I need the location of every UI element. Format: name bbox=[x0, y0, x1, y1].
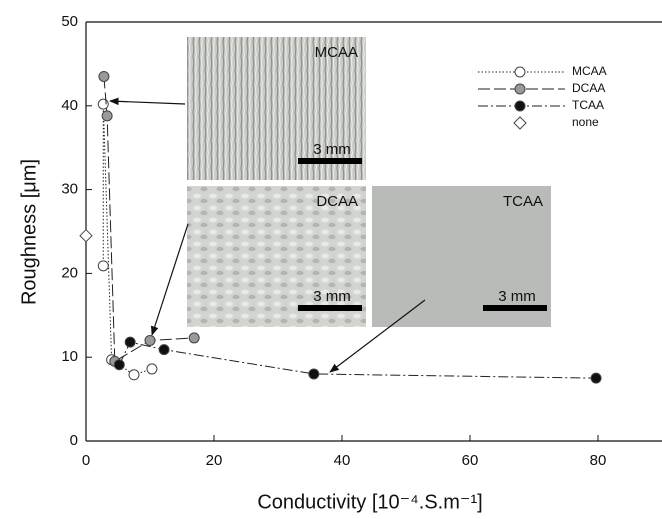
marker bbox=[188, 332, 200, 344]
x-tick-label: 60 bbox=[462, 452, 479, 469]
marker bbox=[98, 70, 110, 82]
legend-marker bbox=[513, 116, 527, 130]
x-axis-label: Conductivity [10⁻⁴.S.m⁻¹] bbox=[257, 491, 482, 513]
marker bbox=[124, 336, 136, 348]
y-axis-label: Roughness [μm] bbox=[18, 159, 40, 305]
y-tick-label: 40 bbox=[61, 97, 78, 114]
scale-bar bbox=[483, 305, 547, 311]
y-tick-label: 10 bbox=[61, 348, 78, 365]
x-tick-label: 80 bbox=[590, 452, 607, 469]
y-tick-label: 50 bbox=[61, 13, 78, 30]
scale-label: 3 mm bbox=[313, 288, 351, 305]
legend-marker bbox=[514, 100, 526, 112]
marker bbox=[146, 363, 158, 375]
scale-label: 3 mm bbox=[313, 141, 351, 158]
x-tick-label: 0 bbox=[82, 452, 90, 469]
trend-line bbox=[103, 76, 195, 363]
marker bbox=[308, 368, 320, 380]
legend-label: none bbox=[572, 115, 599, 129]
legend-label: TCAA bbox=[572, 98, 604, 112]
y-tick-label: 0 bbox=[70, 432, 78, 449]
inset-label: TCAA bbox=[503, 193, 543, 210]
legend-marker bbox=[514, 83, 526, 95]
marker bbox=[79, 228, 93, 243]
legend-label: DCAA bbox=[572, 81, 605, 95]
marker bbox=[158, 344, 170, 356]
scale-label: 3 mm bbox=[498, 288, 536, 305]
inset-image bbox=[187, 186, 366, 327]
marker bbox=[144, 334, 156, 346]
arrow bbox=[151, 223, 189, 336]
scale-bar bbox=[298, 305, 362, 311]
inset-image bbox=[372, 186, 551, 327]
y-tick-label: 30 bbox=[61, 181, 78, 198]
inset-image bbox=[187, 37, 366, 180]
marker bbox=[97, 98, 109, 110]
marker bbox=[97, 260, 109, 272]
marker bbox=[101, 110, 113, 122]
arrow bbox=[109, 97, 186, 106]
marker bbox=[113, 359, 125, 371]
x-tick-label: 40 bbox=[334, 452, 351, 469]
arrow bbox=[329, 299, 426, 373]
trend-line bbox=[118, 341, 597, 379]
legend-label: MCAA bbox=[572, 64, 607, 78]
legend-marker bbox=[514, 66, 526, 78]
inset-label: MCAA bbox=[315, 44, 358, 61]
scale-bar bbox=[298, 158, 362, 164]
y-tick-label: 20 bbox=[61, 264, 78, 281]
marker bbox=[590, 372, 602, 384]
inset-label: DCAA bbox=[316, 193, 358, 210]
marker bbox=[128, 369, 140, 381]
x-tick-label: 20 bbox=[206, 452, 223, 469]
